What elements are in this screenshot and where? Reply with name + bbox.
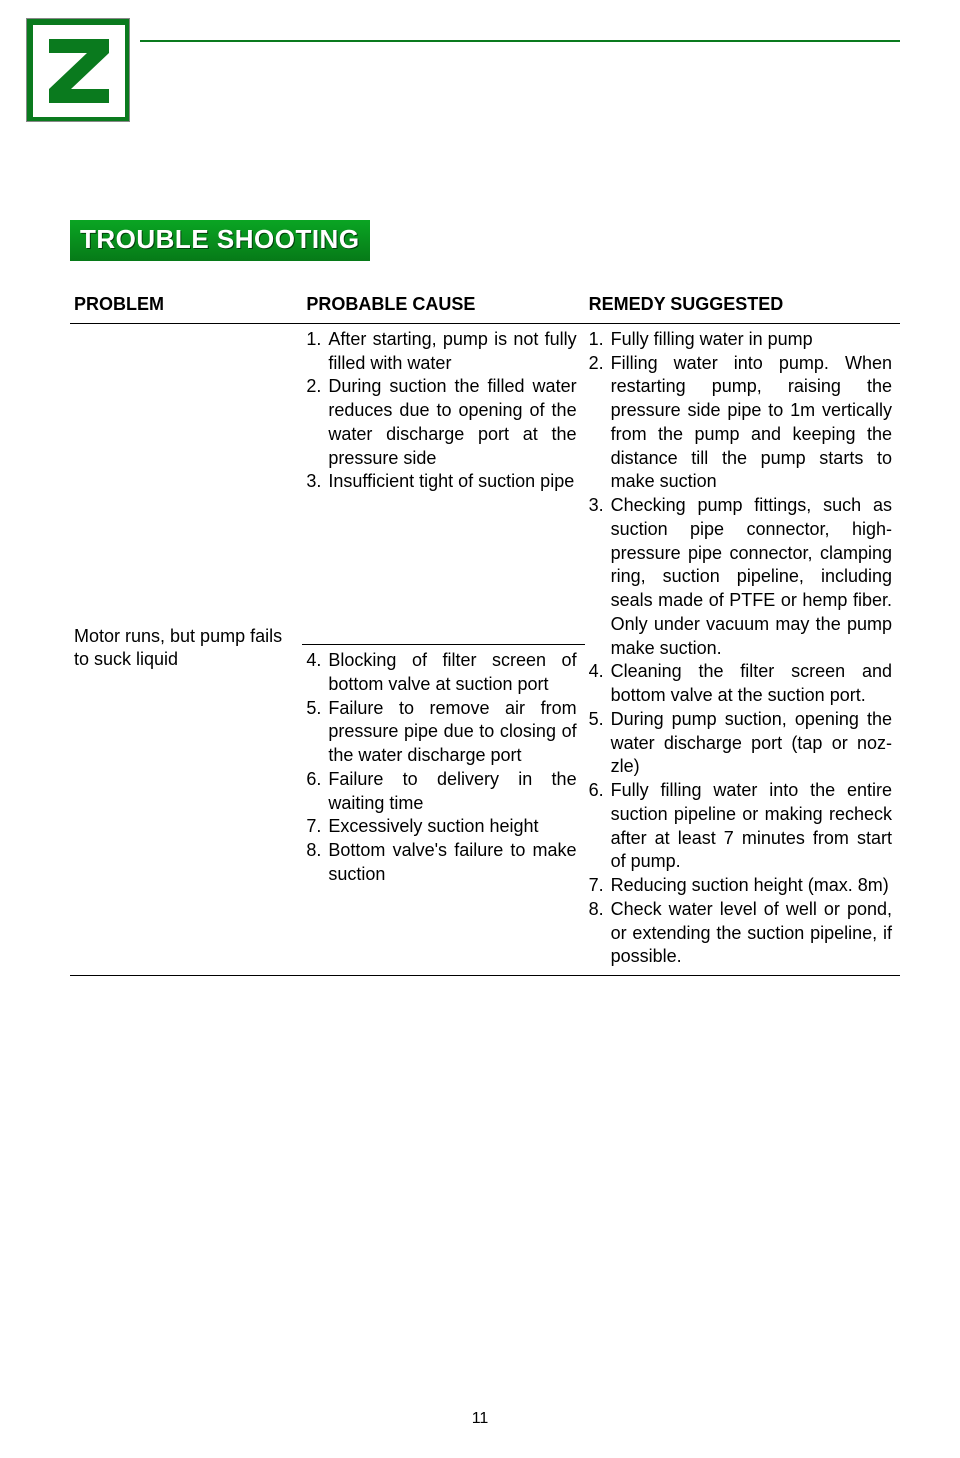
troubleshooting-table: PROBLEM PROBABLE CAUSE REMEDY SUGGESTED … [70,289,900,976]
cause-item-number: 4. [306,649,328,697]
cause-item: 5.Failure to remove air from pressure pi… [306,697,576,768]
cause-item-text: Excessively suction height [328,815,576,839]
cell-causes-top: 1.After starting, pump is not fully fill… [302,323,584,644]
cell-remedies: 1.Fully filling water in pump2.Filling w… [585,323,900,975]
page: TROUBLE SHOOTING PROBLEM PROBABLE CAUSE … [0,0,960,1458]
remedy-item-number: 5. [589,708,611,779]
col-header-remedy: REMEDY SUGGESTED [585,289,900,323]
cause-item-number: 1. [306,328,328,376]
remedy-item: 2.Filling water into pump. When restarti… [589,352,892,495]
problem-text: Motor runs, but pump fails to suck liqui… [74,626,282,670]
section-title: TROUBLE SHOOTING [70,220,370,261]
remedy-item-number: 2. [589,352,611,495]
cause-item-text: Insufficient tight of suc­tion pipe [328,470,576,494]
remedy-item: 5.During pump suction, opening the water… [589,708,892,779]
brand-logo-box [26,18,130,122]
remedy-item: 1.Fully filling water in pump [589,328,892,352]
page-number: 11 [0,1410,960,1428]
remedy-item-text: Checking pump fittings, such as suction … [611,494,892,660]
cause-item: 2.During suction the filled water reduce… [306,375,576,470]
remedy-item-number: 1. [589,328,611,352]
content-area: TROUBLE SHOOTING PROBLEM PROBABLE CAUSE … [70,220,900,976]
remedy-item: 3.Checking pump fittings, such as suctio… [589,494,892,660]
cause-item-number: 8. [306,839,328,887]
cause-item-text: Failure to remove air from pressure pipe… [328,697,576,768]
table-header-row: PROBLEM PROBABLE CAUSE REMEDY SUGGESTED [70,289,900,323]
remedy-item: 7.Reducing suction height (max. 8m) [589,874,892,898]
remedy-item-text: Reducing suction height (max. 8m) [611,874,892,898]
remedy-item-number: 6. [589,779,611,874]
remedy-item-text: During pump suction, opening the water d… [611,708,892,779]
remedy-item-number: 7. [589,874,611,898]
cause-item: 4.Blocking of filter screen of bottom va… [306,649,576,697]
cause-item-text: Blocking of filter screen of bottom valv… [328,649,576,697]
remedy-item-text: Fully filling water in pump [611,328,892,352]
remedy-item: 6.Fully filling water into the entire su… [589,779,892,874]
cell-problem: Motor runs, but pump fails to suck liqui… [70,323,302,975]
remedy-item-number: 3. [589,494,611,660]
remedy-item-number: 8. [589,898,611,969]
remedy-item-number: 4. [589,660,611,708]
remedy-item-text: Fully filling water into the entire suct… [611,779,892,874]
cause-item: 1.After starting, pump is not fully fill… [306,328,576,376]
cause-item-number: 7. [306,815,328,839]
table-row: Motor runs, but pump fails to suck liqui… [70,323,900,644]
cause-item-number: 3. [306,470,328,494]
cell-causes-bottom: 4.Blocking of filter screen of bottom va… [302,645,584,976]
cause-item: 8.Bottom valve's failure to make suction [306,839,576,887]
cause-item-text: Bottom valve's failure to make suction [328,839,576,887]
cause-item-number: 2. [306,375,328,470]
cause-item: 6.Failure to delivery in the waiting tim… [306,768,576,816]
header-rule [140,40,900,42]
cause-item-text: During suction the filled water reduces … [328,375,576,470]
cause-item: 3.Insufficient tight of suc­tion pipe [306,470,576,494]
remedy-item-text: Filling water into pump. When restarting… [611,352,892,495]
logo-z-icon [39,31,119,111]
remedy-item-text: Check water level of well or pond, or ex… [611,898,892,969]
brand-logo [33,25,125,117]
cause-item-text: Failure to delivery in the waiting time [328,768,576,816]
col-header-problem: PROBLEM [70,289,302,323]
remedy-item: 4.Cleaning the filter screen and bottom … [589,660,892,708]
col-header-cause: PROBABLE CAUSE [302,289,584,323]
remedy-item: 8.Check water level of well or pond, or … [589,898,892,969]
cause-item-text: After starting, pump is not fully filled… [328,328,576,376]
remedy-item-text: Cleaning the filter screen and bottom va… [611,660,892,708]
cause-item-number: 5. [306,697,328,768]
cause-item-number: 6. [306,768,328,816]
cause-item: 7.Excessively suction height [306,815,576,839]
